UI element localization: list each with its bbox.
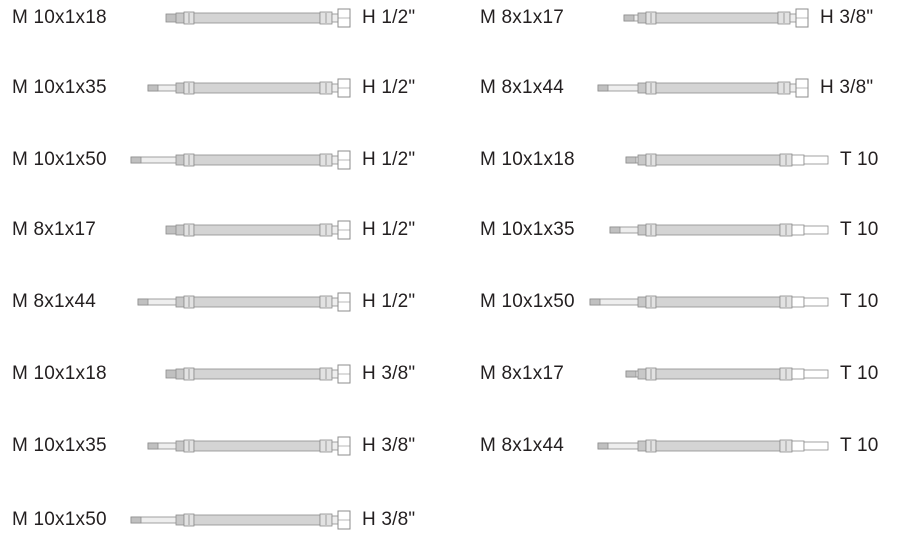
female-thread-label: T 10: [840, 363, 879, 384]
female-thread-label: H 3/8": [362, 435, 416, 456]
hose-drawing: [130, 510, 351, 530]
male-thread-label: M 10x1x50: [480, 291, 575, 312]
male-thread-label: M 10x1x18: [12, 363, 107, 384]
male-thread-label: M 8x1x17: [480, 363, 564, 384]
hose-drawing: [625, 367, 829, 381]
male-thread-label: M 10x1x18: [480, 149, 575, 170]
female-thread-label: T 10: [840, 149, 879, 170]
female-thread-label: H 1/2": [362, 7, 416, 28]
hose-illustration: [625, 366, 832, 382]
hose-drawing: [597, 439, 829, 453]
female-thread-label: H 1/2": [362, 291, 416, 312]
hose-illustration: [165, 220, 354, 240]
hose-drawing: [623, 8, 809, 28]
male-thread-label: M 10x1x18: [12, 7, 107, 28]
female-thread-label: H 3/8": [362, 363, 416, 384]
hose-illustration: [165, 364, 354, 384]
hose-illustration: [609, 222, 832, 238]
hose-illustration: [137, 292, 354, 312]
hose-illustration: [597, 78, 812, 98]
hose-drawing: [147, 78, 351, 98]
male-thread-label: M 10x1x35: [12, 77, 107, 98]
female-thread-label: H 1/2": [362, 219, 416, 240]
hose-drawing: [137, 292, 351, 312]
hose-drawing: [609, 223, 829, 237]
male-thread-label: M 8x1x44: [480, 435, 564, 456]
male-thread-label: M 10x1x50: [12, 149, 107, 170]
hose-drawing: [589, 295, 829, 309]
hose-drawing: [130, 150, 351, 170]
male-thread-label: M 8x1x44: [480, 77, 564, 98]
female-thread-label: H 3/8": [820, 7, 874, 28]
hose-illustration: [625, 152, 832, 168]
male-thread-label: M 10x1x35: [12, 435, 107, 456]
hose-illustration: [165, 8, 354, 28]
male-thread-label: M 10x1x35: [480, 219, 575, 240]
female-thread-label: H 3/8": [820, 77, 874, 98]
female-thread-label: H 1/2": [362, 149, 416, 170]
hose-illustration: [147, 436, 354, 456]
female-thread-label: T 10: [840, 291, 879, 312]
hose-illustration: [130, 510, 354, 530]
hose-illustration: [589, 294, 832, 310]
female-thread-label: H 3/8": [362, 509, 416, 530]
hose-drawing: [625, 153, 829, 167]
hose-drawing: [165, 220, 351, 240]
female-thread-label: T 10: [840, 219, 879, 240]
female-thread-label: H 1/2": [362, 77, 416, 98]
male-thread-label: M 8x1x17: [12, 219, 96, 240]
hose-illustration: [147, 78, 354, 98]
hose-drawing: [165, 364, 351, 384]
male-thread-label: M 8x1x44: [12, 291, 96, 312]
hose-drawing: [597, 78, 809, 98]
male-thread-label: M 10x1x50: [12, 509, 107, 530]
hose-illustration: [623, 8, 812, 28]
hose-drawing: [147, 436, 351, 456]
hose-illustration: [130, 150, 354, 170]
female-thread-label: T 10: [840, 435, 879, 456]
hose-illustration: [597, 438, 832, 454]
male-thread-label: M 8x1x17: [480, 7, 564, 28]
hose-drawing: [165, 8, 351, 28]
